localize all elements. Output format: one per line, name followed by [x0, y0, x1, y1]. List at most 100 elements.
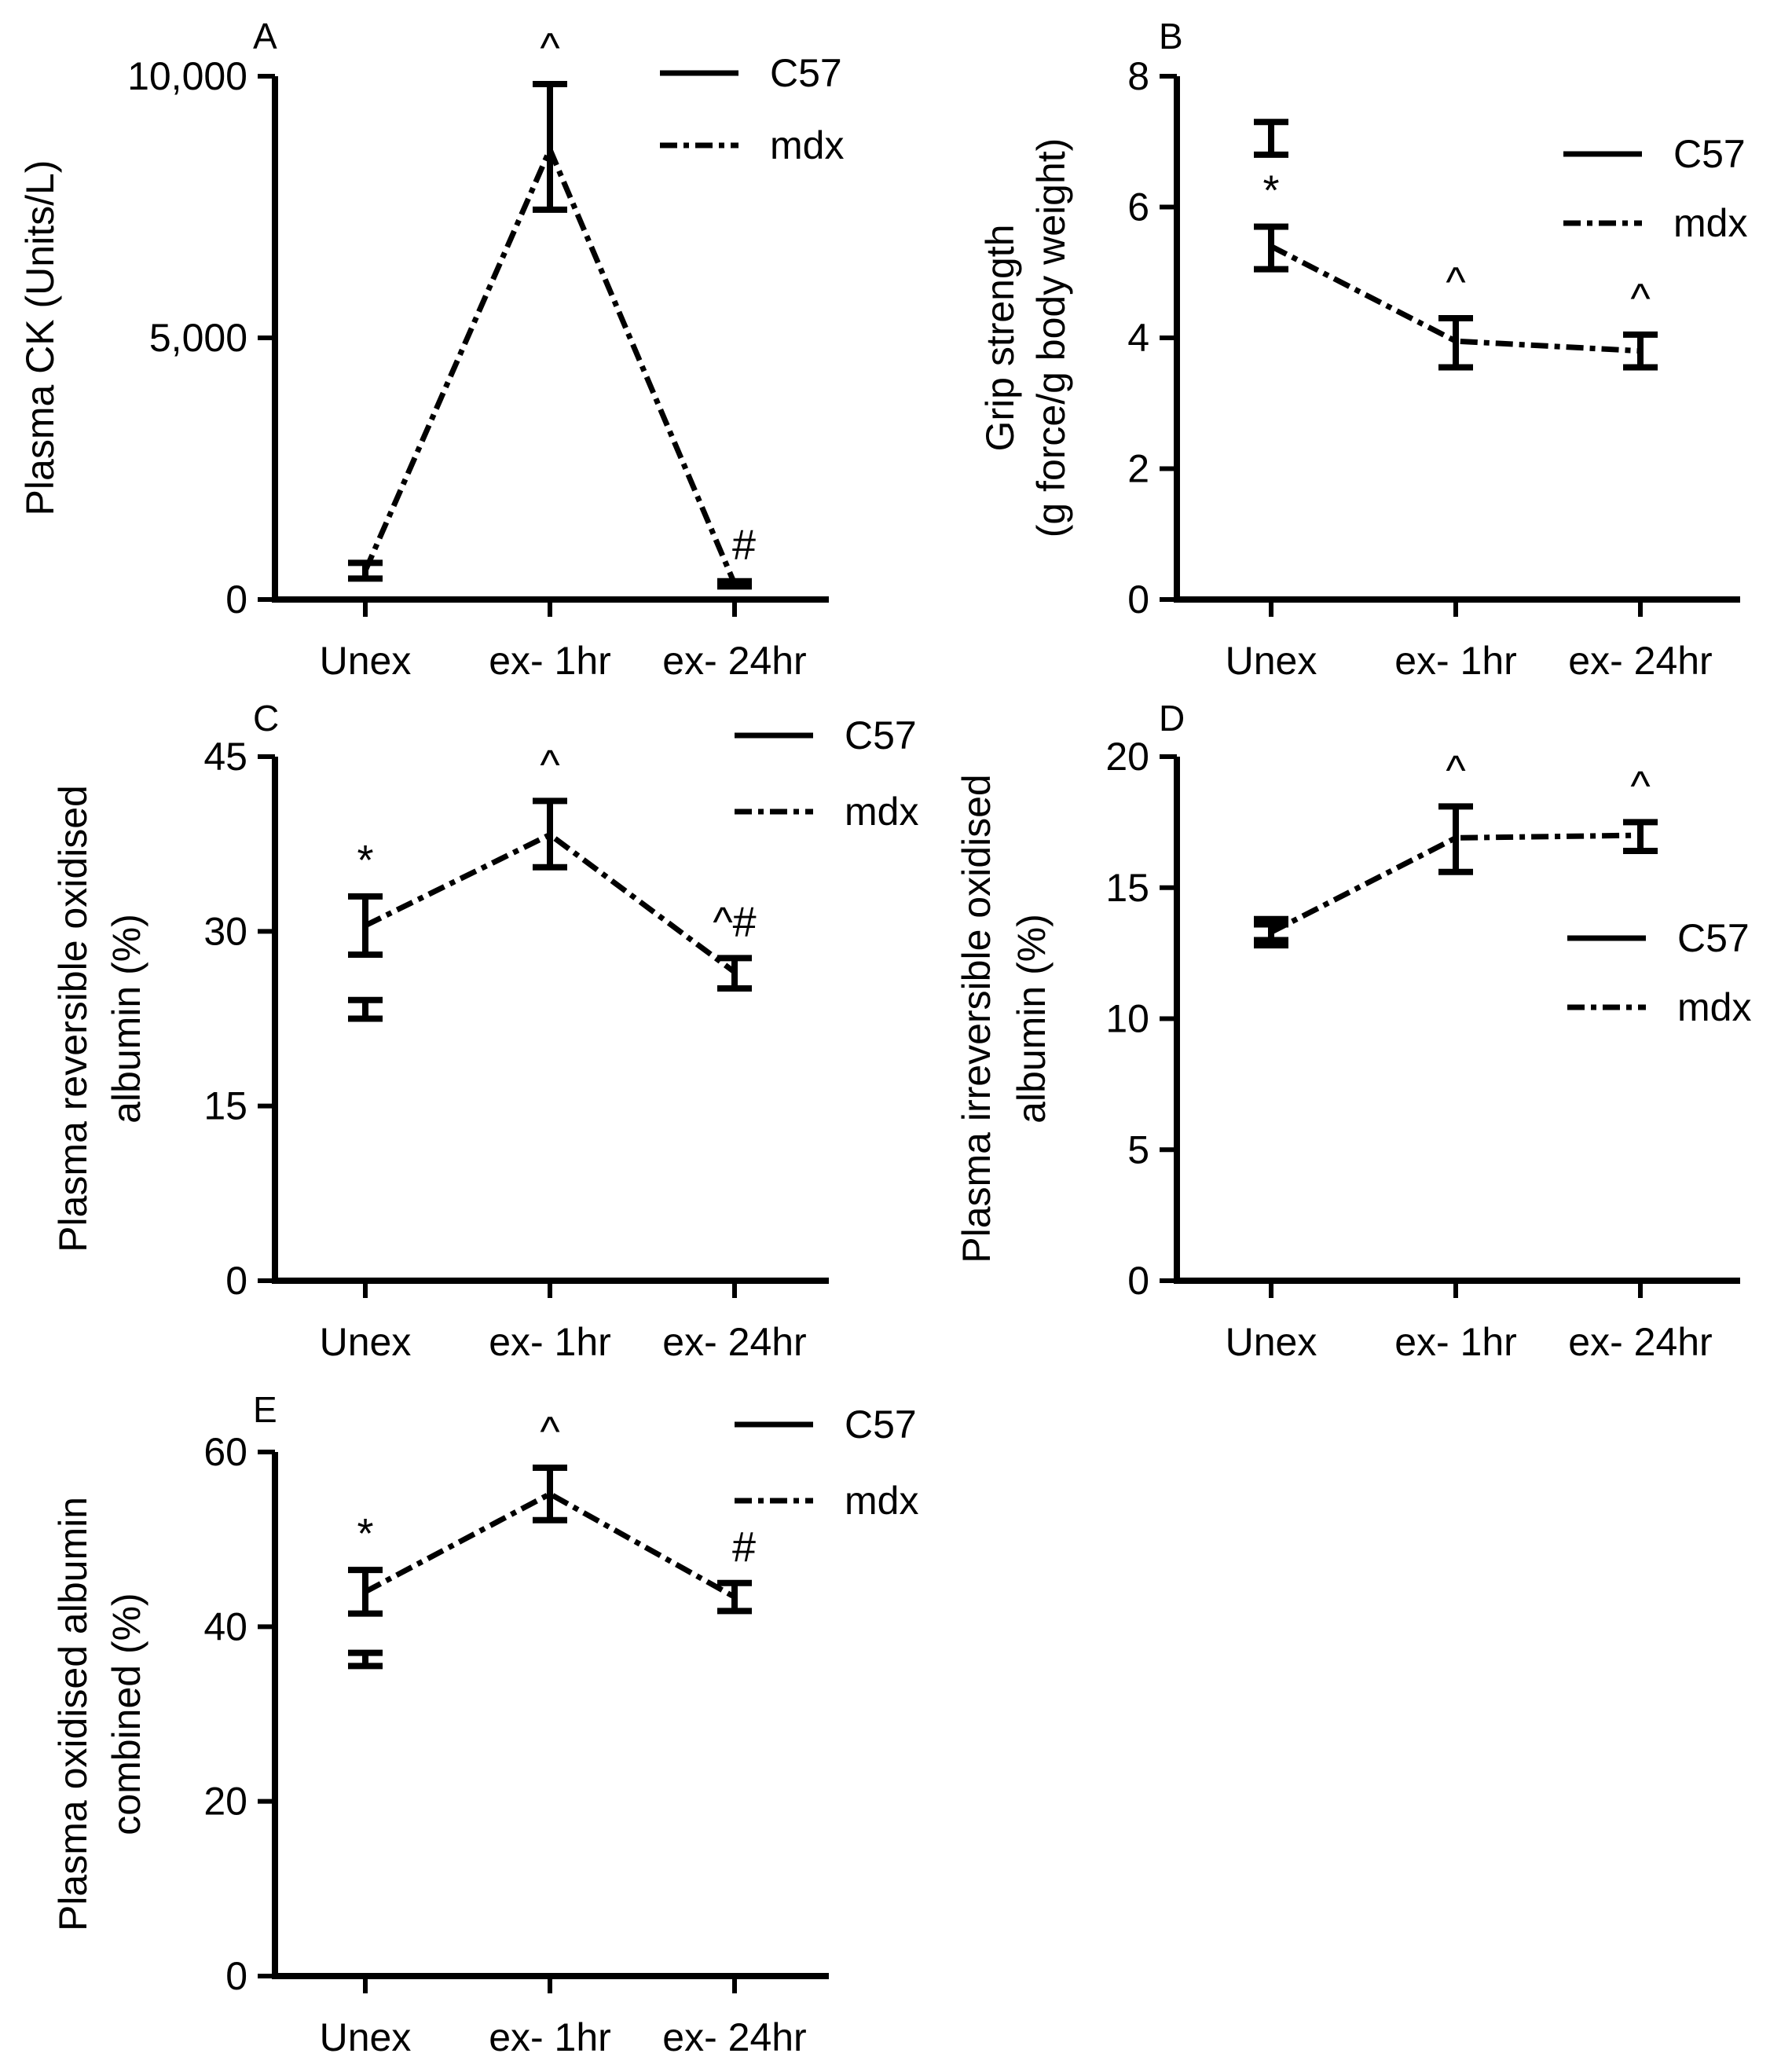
- y-tick-label: 0: [1127, 1259, 1149, 1303]
- significance-marker: *: [357, 837, 373, 884]
- legend-label-c57: C57: [845, 1402, 917, 1446]
- error-bar-mdx: [1438, 803, 1473, 875]
- x-tick-label: ex- 24hr: [1568, 1320, 1712, 1364]
- panel-letter: E: [253, 1389, 277, 1430]
- error-bar-mdx: [717, 578, 752, 590]
- significance-marker: *: [357, 1510, 373, 1557]
- x-tick-label: ex- 24hr: [1568, 639, 1712, 683]
- x-tick-label: Unex: [320, 639, 412, 683]
- y-tick-label: 10,000: [127, 54, 247, 98]
- series-line-mdx: [362, 142, 738, 585]
- significance-marker: #: [732, 1524, 756, 1571]
- y-tick-label: 4: [1127, 316, 1149, 360]
- significance-marker: ^: [1630, 275, 1651, 322]
- y-tick-label: 60: [203, 1430, 247, 1474]
- x-tick-label: Unex: [1226, 1320, 1317, 1364]
- error-bar-mdx: [533, 1465, 567, 1524]
- y-tick-label: 20: [203, 1780, 247, 1824]
- legend: C57 mdx: [1563, 132, 1747, 245]
- error-bar-mdx: [717, 1579, 752, 1615]
- y-axis-title: Plasma irreversible oxidised: [955, 774, 999, 1263]
- legend-label-mdx: mdx: [845, 790, 918, 834]
- significance-marker: ^: [1446, 746, 1466, 794]
- y-tick-label: 40: [203, 1604, 247, 1648]
- y-tick-label: 0: [1127, 578, 1149, 622]
- x-tick-label: Unex: [320, 2015, 412, 2057]
- significance-marker: ^: [540, 1408, 560, 1455]
- y-tick-label: 0: [225, 578, 247, 622]
- y-tick-label: 20: [1105, 735, 1149, 779]
- legend: C57 mdx: [735, 1402, 918, 1523]
- series-line-mdx: [1270, 244, 1641, 354]
- y-tick-label: 15: [1105, 866, 1149, 910]
- x-tick-label: Unex: [320, 1320, 412, 1364]
- legend: C57 mdx: [660, 51, 844, 167]
- y-tick-label: 0: [225, 1259, 247, 1303]
- error-bar-mdx: [348, 559, 383, 582]
- significance-marker: ^: [1446, 258, 1466, 306]
- significance-marker: #: [732, 522, 756, 569]
- error-bar-mdx: [533, 798, 567, 871]
- y-tick-label: 6: [1127, 185, 1149, 229]
- y-tick-label: 30: [203, 909, 247, 953]
- error-bar-mdx: [1254, 915, 1288, 949]
- y-tick-label: 15: [203, 1084, 247, 1128]
- legend-label-c57: C57: [1673, 132, 1746, 176]
- panel-letter: A: [253, 16, 277, 57]
- panel-B: B 0 2 4 6 8 Unex ex- 1hr ex- 24hr Grip strength (g…: [978, 16, 1747, 683]
- x-tick-label: ex- 24hr: [662, 2015, 806, 2057]
- significance-marker: ^: [540, 24, 560, 72]
- panel-E: E 0 20 40 60 Unex ex- 1hr ex- 24hr Plasma oxidis…: [51, 1389, 918, 2057]
- error-bar-C57: [348, 996, 383, 1022]
- x-tick-label: ex- 1hr: [489, 639, 611, 683]
- legend-label-c57: C57: [845, 713, 917, 757]
- error-bar-mdx: [1623, 331, 1658, 371]
- error-bar-C57: [348, 1649, 383, 1670]
- legend-label-c57: C57: [770, 51, 842, 95]
- panel-D: D 0 5 10 15 20 Unex ex- 1hr ex- 24hr Plasma irrev…: [955, 698, 1751, 1364]
- y-axis-title: Plasma CK (Units/L): [18, 160, 62, 516]
- significance-marker: ^: [540, 741, 560, 788]
- y-axis-title: combined (%): [104, 1593, 148, 1835]
- error-bar-mdx: [1438, 315, 1473, 371]
- y-axis-title: albumin (%): [1010, 914, 1054, 1124]
- error-bar-mdx: [1623, 819, 1658, 855]
- y-axis-title: Grip strength: [978, 224, 1022, 451]
- error-bar-mdx: [348, 1567, 383, 1617]
- legend-label-mdx: mdx: [1677, 985, 1751, 1029]
- error-bar-mdx: [1254, 223, 1288, 273]
- x-tick-label: ex- 1hr: [489, 2015, 611, 2057]
- legend: C57 mdx: [1567, 916, 1751, 1029]
- y-tick-label: 5: [1127, 1128, 1149, 1172]
- x-tick-label: ex- 1hr: [1394, 639, 1517, 683]
- legend-label-mdx: mdx: [1673, 201, 1747, 245]
- error-bar-mdx: [533, 80, 567, 213]
- panel-C: C 0 15 30 45 Unex ex- 1hr ex- 24hr Plasma revers…: [51, 698, 918, 1364]
- y-axis-title: albumin (%): [104, 914, 148, 1124]
- x-tick-label: ex- 24hr: [662, 639, 806, 683]
- panel-letter: B: [1159, 16, 1183, 57]
- error-bar-mdx: [717, 955, 752, 992]
- y-axis-title: Plasma oxidised albumin: [51, 1497, 95, 1931]
- series-line-mdx: [1270, 832, 1641, 935]
- x-tick-label: Unex: [1226, 639, 1317, 683]
- y-tick-label: 45: [203, 735, 247, 779]
- y-axis-title: Plasma reversible oxidised: [51, 785, 95, 1252]
- x-tick-label: ex- 1hr: [489, 1320, 611, 1364]
- y-tick-label: 8: [1127, 54, 1149, 98]
- y-tick-label: 5,000: [149, 316, 247, 360]
- x-tick-label: ex- 1hr: [1394, 1320, 1517, 1364]
- y-axis-title: (g force/g body weight): [1029, 138, 1073, 538]
- legend-label-c57: C57: [1677, 916, 1750, 960]
- legend: C57 mdx: [735, 713, 918, 834]
- error-bar-mdx: [348, 893, 383, 958]
- legend-label-mdx: mdx: [845, 1479, 918, 1523]
- panel-letter: C: [253, 698, 279, 739]
- significance-marker: ^#: [713, 898, 756, 945]
- legend-label-mdx: mdx: [770, 123, 844, 167]
- y-tick-label: 10: [1105, 997, 1149, 1041]
- y-tick-label: 2: [1127, 447, 1149, 491]
- significance-marker: *: [1262, 167, 1279, 214]
- y-tick-label: 0: [225, 1954, 247, 1998]
- panel-letter: D: [1159, 698, 1185, 739]
